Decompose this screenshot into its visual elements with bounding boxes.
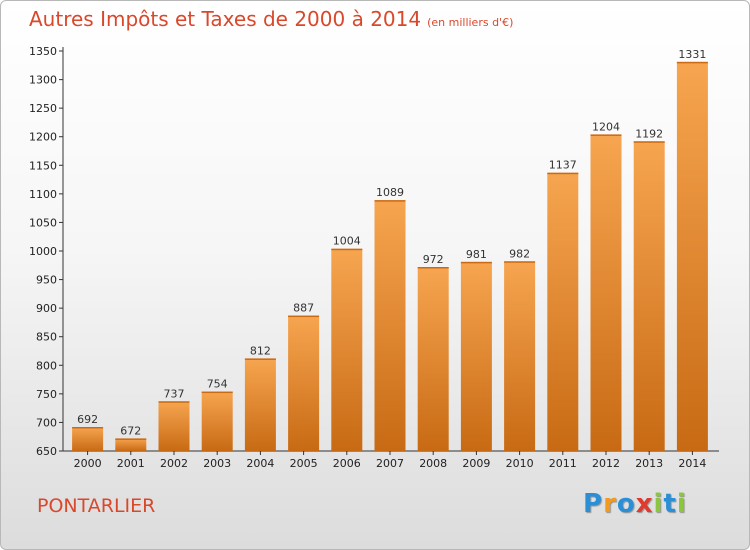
data-label-2009: 981	[466, 248, 487, 261]
x-tick-label: 2012	[592, 457, 620, 470]
y-tick-label: 1100	[29, 188, 57, 201]
data-labels: 692 672 737 754 812 887 1004 1089 972 981 982 1137 1…	[77, 48, 706, 438]
x-tick-label: 2003	[203, 457, 231, 470]
city-name: PONTARLIER	[37, 495, 156, 517]
x-tick-label: 2002	[160, 457, 188, 470]
bar-2004	[244, 358, 276, 451]
x-tick-label: 2010	[506, 457, 534, 470]
bar-2003	[201, 391, 233, 451]
logo-letter: t	[663, 489, 677, 519]
bar-top-edge	[417, 267, 449, 269]
x-axis: 2000 2001 2002 2003 2004 2005 2006 2007 2008 2009…	[63, 450, 719, 470]
y-tick-label: 900	[36, 302, 57, 315]
bar-top-edge	[374, 200, 406, 202]
bar-top-edge	[590, 134, 622, 136]
data-label-2003: 754	[207, 378, 228, 391]
data-label-2001: 672	[120, 424, 141, 437]
bar-2000	[72, 427, 104, 451]
logo-letter: i	[676, 489, 687, 519]
bar-2008	[417, 267, 449, 451]
bar-top-edge	[244, 358, 276, 360]
y-tick-label: 1350	[29, 45, 57, 58]
logo-letter: P	[583, 489, 604, 519]
y-tick-label: 950	[36, 274, 57, 287]
bar-top-edge	[201, 391, 233, 394]
bar-2007	[374, 200, 406, 451]
chart-title: Autres Impôts et Taxes de 2000 à 2014 (en…	[29, 7, 513, 31]
data-label-2010: 982	[509, 247, 530, 260]
y-tick-label: 1250	[29, 102, 57, 115]
logo-letter: r	[603, 489, 617, 519]
data-label-2004: 812	[250, 344, 271, 357]
bar-top-edge	[633, 141, 665, 143]
x-tick-label: 2011	[549, 457, 577, 470]
x-tick-label: 2013	[635, 457, 663, 470]
x-tick-label: 2004	[246, 457, 274, 470]
data-label-2007: 1089	[376, 186, 404, 199]
bar-top-edge	[115, 438, 147, 440]
data-label-2011: 1137	[549, 159, 577, 172]
bar-top-edge	[504, 261, 536, 263]
y-tick-label: 850	[36, 331, 57, 344]
chart-title-text: Autres Impôts et Taxes de 2000 à 2014	[29, 7, 422, 31]
y-tick-label: 750	[36, 388, 57, 401]
data-label-2006: 1004	[333, 235, 361, 248]
bar-2011	[547, 172, 579, 451]
bar-top-edge	[547, 172, 579, 175]
x-tick-label: 2008	[419, 457, 447, 470]
bar-2010	[504, 261, 536, 451]
bar-2009	[460, 261, 492, 451]
y-tick-label: 1050	[29, 216, 57, 229]
y-axis: 650 700 750 800 850 900 950 1000 1050 1100 1150 120…	[29, 45, 64, 458]
bar-2013	[633, 141, 665, 452]
bar-top-edge	[288, 315, 320, 318]
data-label-2008: 972	[423, 253, 444, 266]
logo-letter: i	[653, 489, 664, 519]
y-tick-label: 1300	[29, 74, 57, 87]
data-label-2014: 1331	[678, 48, 706, 61]
proxiti-logo[interactable]: Proxiti	[583, 489, 687, 519]
data-label-2013: 1192	[635, 127, 663, 140]
x-tick-label: 2006	[333, 457, 361, 470]
x-tick-label: 2000	[74, 457, 102, 470]
y-tick-label: 1200	[29, 131, 57, 144]
bars	[72, 61, 708, 452]
x-tick-label: 2014	[678, 457, 706, 470]
chart-subtitle: (en milliers d'€)	[427, 16, 514, 29]
bar-2005	[288, 315, 320, 451]
y-tick-label: 650	[36, 445, 57, 458]
bar-2002	[158, 401, 190, 451]
bar-top-edge	[460, 261, 492, 264]
x-tick-label: 2001	[117, 457, 145, 470]
x-tick-label: 2007	[376, 457, 404, 470]
data-label-2005: 887	[293, 302, 314, 315]
bar-2012	[590, 134, 622, 451]
bar-2006	[331, 248, 363, 451]
bar-2001	[115, 438, 147, 451]
logo-letter: x	[635, 489, 654, 519]
x-tick-label: 2009	[462, 457, 490, 470]
data-label-2012: 1204	[592, 120, 620, 133]
data-label-2002: 737	[164, 387, 185, 400]
logo-letter: o	[616, 489, 636, 519]
bar-top-edge	[158, 401, 190, 403]
data-label-2000: 692	[77, 413, 98, 426]
y-tick-label: 1000	[29, 245, 57, 258]
y-tick-label: 800	[36, 359, 57, 372]
x-tick-label: 2005	[290, 457, 318, 470]
bar-top-edge	[72, 427, 104, 429]
bar-top-edge	[676, 61, 708, 64]
y-tick-label: 1150	[29, 159, 57, 172]
bar-2014	[676, 61, 708, 451]
y-tick-label: 700	[36, 416, 57, 429]
bar-top-edge	[331, 248, 363, 251]
